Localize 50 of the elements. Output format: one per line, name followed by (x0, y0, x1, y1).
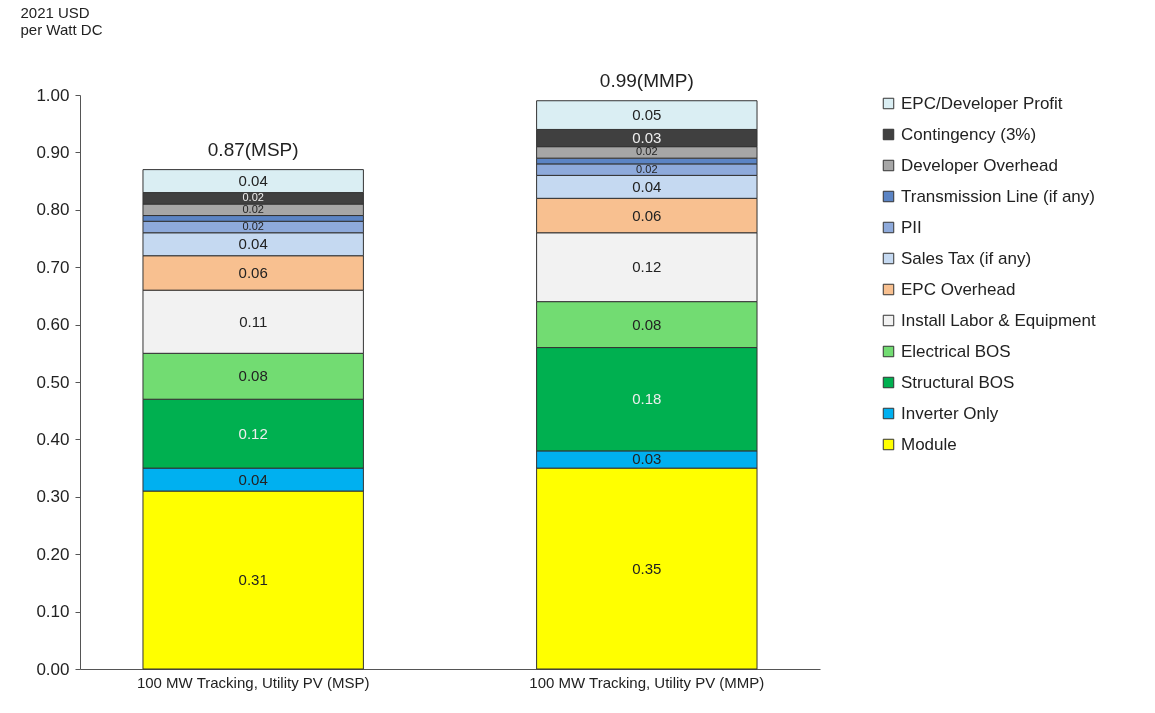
data-label: 0.02 (636, 145, 658, 158)
legend-label: Transmission Line (if any) (901, 186, 1095, 206)
legend-label: Contingency (3%) (901, 124, 1037, 144)
data-label: 0.04 (238, 172, 268, 190)
legend-label: PII (901, 217, 922, 237)
data-label: 0.12 (632, 258, 662, 276)
y-tick-label: 0.80 (36, 200, 70, 220)
legend-label: EPC Overhead (901, 279, 1016, 299)
y-tick-label: 0.00 (36, 659, 70, 679)
legend-label: Inverter Only (901, 403, 999, 423)
legend-label: Structural BOS (901, 372, 1015, 392)
data-label: 0.02 (636, 162, 658, 175)
y-tick-label: 0.10 (36, 602, 70, 622)
data-label: 0.04 (238, 470, 268, 488)
data-label: 0.04 (632, 177, 662, 195)
data-label: 0.06 (238, 263, 268, 281)
data-label: 0.35 (632, 559, 662, 577)
y-tick-label: 0.50 (36, 372, 70, 392)
legend-label: Sales Tax (if any) (901, 248, 1032, 268)
data-label: 0.31 (238, 571, 268, 589)
y-tick-label: 0.70 (36, 257, 70, 277)
legend-label: Electrical BOS (901, 341, 1011, 361)
data-label: 0.18 (632, 390, 662, 408)
x-tick-label: 100 MW Tracking, Utility PV (MSP) (136, 673, 370, 691)
y-tick-label: 0.60 (36, 315, 70, 335)
y-tick-label: 0.40 (36, 429, 70, 449)
legend-label: Install Labor & Equipment (901, 310, 1096, 330)
data-label: 0.02 (242, 191, 264, 204)
data-label: 0.11 (239, 312, 268, 330)
legend-label: Developer Overhead (901, 155, 1058, 175)
y-tick-label: 0.90 (36, 142, 70, 162)
data-label: 0.02 (242, 202, 264, 215)
legend-label: Module (901, 434, 957, 454)
data-label: 0.03 (632, 450, 662, 468)
data-label: 0.05 (632, 106, 662, 124)
data-label: 0.06 (632, 206, 662, 224)
data-label: 0.08 (632, 315, 662, 333)
total-label: 0.87(MSP) (207, 138, 299, 160)
y-tick-label: 0.30 (36, 487, 70, 507)
x-tick-label: 100 MW Tracking, Utility PV (MMP) (529, 673, 765, 691)
y-axis-title: 2021 USD per Watt DC (20, 3, 103, 38)
data-label: 0.12 (238, 424, 268, 442)
y-tick-label: 1.00 (36, 85, 70, 105)
data-label: 0.02 (242, 220, 264, 233)
data-label: 0.08 (238, 367, 268, 385)
total-label: 0.99(MMP) (599, 69, 694, 91)
legend-label: EPC/Developer Profit (901, 93, 1063, 113)
data-label: 0.03 (632, 129, 662, 147)
y-tick-label: 0.20 (36, 544, 70, 564)
data-label: 0.04 (238, 235, 268, 253)
